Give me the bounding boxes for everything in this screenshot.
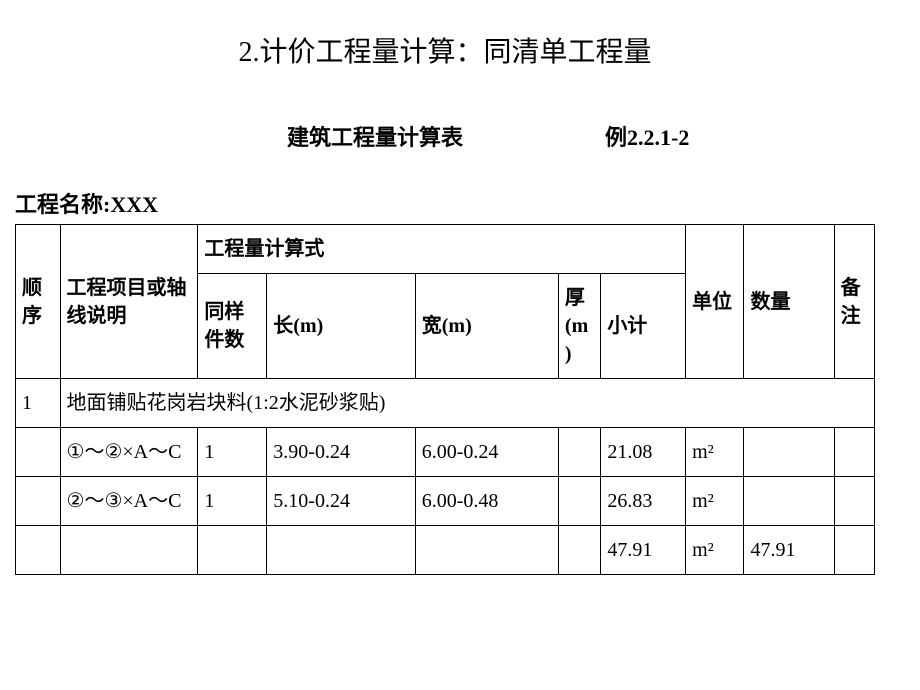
cell-len xyxy=(267,526,415,575)
quantity-table: 顺序 工程项目或轴线说明 工程量计算式 单位 数量 备注 同样件数 长(m) 宽… xyxy=(15,224,875,575)
col-calc: 工程量计算式 xyxy=(198,225,686,274)
col-unit: 单位 xyxy=(686,225,744,379)
col-qty: 数量 xyxy=(744,225,834,379)
col-len: 长(m) xyxy=(267,274,415,379)
cell-proj xyxy=(60,526,198,575)
col-proj: 工程项目或轴线说明 xyxy=(60,225,198,379)
col-note: 备注 xyxy=(834,225,874,379)
cell-qty: 47.91 xyxy=(744,526,834,575)
col-thk: 厚(m) xyxy=(558,274,600,379)
table-row: 47.91 m² 47.91 xyxy=(16,526,875,575)
cell-proj: ②～③×A～C xyxy=(60,477,198,526)
cell-note xyxy=(834,526,874,575)
cell-unit: m² xyxy=(686,526,744,575)
cell-thk xyxy=(558,526,600,575)
cell-sub: 47.91 xyxy=(601,526,686,575)
project-name-label: 工程名称:XXX xyxy=(15,187,875,219)
table-row: ①～②×A～C 1 3.90-0.24 6.00-0.24 21.08 m² xyxy=(16,428,875,477)
cell-unit: m² xyxy=(686,477,744,526)
page-title: 2.计价工程量计算：同清单工程量 xyxy=(15,30,875,70)
cell-same xyxy=(198,526,267,575)
col-seq: 顺序 xyxy=(16,225,61,379)
col-wid: 宽(m) xyxy=(415,274,558,379)
table-title: 建筑工程量计算表 xyxy=(25,120,605,152)
col-same: 同样件数 xyxy=(198,274,267,379)
header-row-1: 顺序 工程项目或轴线说明 工程量计算式 单位 数量 备注 xyxy=(16,225,875,274)
sub-header: 建筑工程量计算表 例2.2.1-2 xyxy=(15,120,875,152)
cell-note xyxy=(834,477,874,526)
cell-wid: 6.00-0.48 xyxy=(415,477,558,526)
cell-seq xyxy=(16,428,61,477)
cell-len: 3.90-0.24 xyxy=(267,428,415,477)
cell-unit: m² xyxy=(686,428,744,477)
col-sub: 小计 xyxy=(601,274,686,379)
cell-note xyxy=(834,428,874,477)
cell-proj: ①～②×A～C xyxy=(60,428,198,477)
cell-seq: 1 xyxy=(16,379,61,428)
cell-qty xyxy=(744,428,834,477)
cell-wid: 6.00-0.24 xyxy=(415,428,558,477)
cell-same: 1 xyxy=(198,477,267,526)
cell-same: 1 xyxy=(198,428,267,477)
example-number: 例2.2.1-2 xyxy=(605,120,865,152)
cell-seq xyxy=(16,526,61,575)
cell-sub: 26.83 xyxy=(601,477,686,526)
cell-thk xyxy=(558,477,600,526)
cell-wid xyxy=(415,526,558,575)
cell-seq xyxy=(16,477,61,526)
table-row: ②～③×A～C 1 5.10-0.24 6.00-0.48 26.83 m² xyxy=(16,477,875,526)
cell-len: 5.10-0.24 xyxy=(267,477,415,526)
cell-thk xyxy=(558,428,600,477)
cell-qty xyxy=(744,477,834,526)
table-row: 1 地面铺贴花岗岩块料(1:2水泥砂浆贴) xyxy=(16,379,875,428)
cell-sub: 21.08 xyxy=(601,428,686,477)
cell-proj-desc: 地面铺贴花岗岩块料(1:2水泥砂浆贴) xyxy=(60,379,874,428)
